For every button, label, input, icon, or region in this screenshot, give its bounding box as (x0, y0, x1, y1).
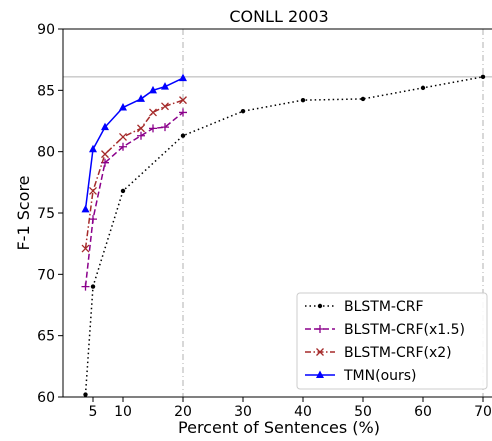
legend-marker-1 (316, 325, 324, 333)
legend-label-3: TMN(ours) (343, 368, 417, 384)
series-layer (81, 73, 486, 397)
y-axis-ticks: 60 65 70 75 80 85 90 (37, 22, 63, 406)
legend: BLSTM-CRF BLSTM-CRF(x1.5) BLSTM-CRF(x2) TMN… (296, 292, 488, 390)
legend-box (296, 292, 488, 390)
x-tick-label-7: 70 (474, 404, 492, 420)
y-tick-label-3: 75 (37, 206, 55, 222)
x-tick-label-0: 5 (89, 404, 98, 420)
x-tick-label-3: 30 (234, 404, 252, 420)
x-tick-label-1: 10 (114, 404, 132, 420)
legend-marker-3 (316, 370, 324, 378)
x-axis-label: Percent of Sentences (%) (178, 418, 380, 437)
data-point-3-1 (89, 144, 97, 153)
legend-label-1: BLSTM-CRF(x1.5) (344, 322, 465, 338)
data-point-0-8 (480, 74, 486, 80)
series-line-2 (84, 99, 184, 249)
data-point-3-0 (81, 204, 90, 213)
data-point-1-7 (179, 108, 187, 117)
data-point-2-5 (149, 108, 157, 117)
legend-entry-3: TMN(ours) (305, 368, 417, 384)
data-point-2-0 (81, 244, 90, 253)
legend-marker-0 (317, 303, 323, 309)
data-point-3-5 (149, 85, 157, 94)
y-axis-label: F-1 Score (14, 175, 33, 250)
data-point-0-7 (420, 85, 426, 91)
data-point-2-4 (137, 124, 145, 133)
data-point-0-4 (240, 108, 246, 114)
data-point-2-6 (161, 102, 169, 111)
data-point-3-6 (161, 82, 169, 90)
data-point-2-7 (179, 96, 187, 105)
x-tick-label-4: 40 (294, 404, 312, 420)
y-tick-label-2: 70 (37, 267, 55, 283)
y-tick-label-6: 90 (37, 22, 55, 38)
data-point-2-3 (119, 132, 127, 141)
x-tick-label-6: 60 (414, 404, 432, 420)
data-point-0-1 (90, 284, 96, 289)
data-point-2-2 (101, 150, 109, 159)
legend-entry-0: BLSTM-CRF (305, 299, 424, 315)
series-2 (81, 96, 187, 253)
data-point-0-2 (120, 188, 126, 194)
data-point-1-6 (161, 123, 169, 132)
chart-title: CONLL 2003 (229, 7, 328, 26)
data-point-0-5 (300, 97, 306, 103)
data-point-1-4 (137, 131, 145, 140)
series-1 (81, 108, 187, 291)
legend-entry-2: BLSTM-CRF(x2) (305, 345, 452, 361)
y-tick-label-5: 85 (37, 83, 55, 99)
legend-marker-2 (316, 348, 324, 356)
x-tick-label-5: 50 (354, 404, 372, 420)
data-point-3-7 (179, 73, 187, 82)
data-point-1-1 (89, 215, 97, 224)
data-point-0-0 (83, 392, 88, 397)
data-point-1-5 (149, 124, 157, 133)
data-point-3-3 (119, 103, 127, 111)
data-point-3-2 (101, 122, 109, 131)
x-tick-label-2: 20 (174, 404, 192, 420)
data-point-2-1 (89, 186, 97, 195)
x-axis-ticks: 5 10 20 30 40 50 60 70 (89, 397, 492, 420)
y-tick-label-1: 65 (37, 329, 55, 345)
data-point-0-6 (360, 96, 366, 102)
legend-entry-1: BLSTM-CRF(x1.5) (305, 322, 465, 338)
legend-label-2: BLSTM-CRF(x2) (344, 345, 452, 361)
legend-label-0: BLSTM-CRF (344, 299, 424, 315)
data-point-0-3 (180, 133, 186, 138)
data-point-3-4 (137, 94, 145, 102)
data-point-1-0 (81, 282, 90, 291)
y-tick-label-0: 60 (37, 390, 55, 406)
series-0 (83, 74, 486, 397)
reference-lines (63, 29, 492, 397)
data-point-1-3 (119, 142, 127, 151)
series-3 (81, 73, 187, 213)
y-tick-label-4: 80 (37, 145, 55, 161)
